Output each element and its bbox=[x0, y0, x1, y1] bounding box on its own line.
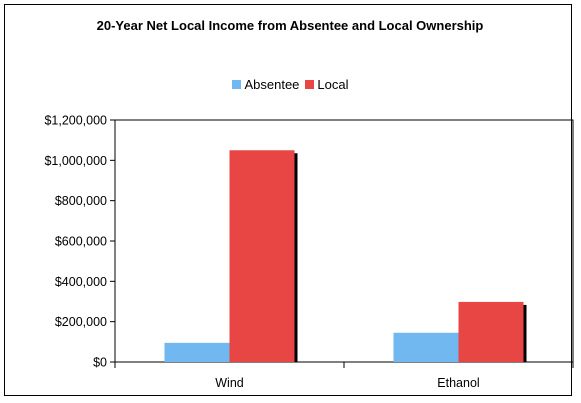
y-tick-label: $800,000 bbox=[55, 194, 107, 208]
legend-swatch-absentee bbox=[232, 80, 242, 89]
y-tick-label: $400,000 bbox=[55, 275, 107, 289]
legend-label-local: Local bbox=[317, 77, 349, 92]
y-tick-label: $1,000,000 bbox=[44, 154, 107, 168]
y-tick-label: $200,000 bbox=[55, 315, 107, 329]
legend-label-absentee: Absentee bbox=[244, 77, 300, 92]
bar-local-wind bbox=[229, 150, 295, 362]
y-tick-label: $600,000 bbox=[55, 235, 107, 249]
legend-item-local: Local bbox=[305, 77, 349, 92]
bar-absentee-wind bbox=[164, 342, 230, 362]
bar-local-ethanol bbox=[458, 301, 524, 362]
x-tick-label: Ethanol bbox=[437, 376, 479, 390]
bar-absentee-ethanol bbox=[393, 332, 459, 362]
x-tick-label: Wind bbox=[215, 376, 244, 390]
legend-item-absentee: Absentee bbox=[232, 77, 299, 92]
chart-title: 20-Year Net Local Income from Absentee a… bbox=[96, 18, 484, 33]
y-tick-label: $0 bbox=[93, 356, 107, 370]
chart-legend: Absentee Local bbox=[0, 77, 581, 92]
y-tick-label: $1,200,000 bbox=[44, 114, 107, 128]
legend-swatch-local bbox=[305, 80, 315, 89]
